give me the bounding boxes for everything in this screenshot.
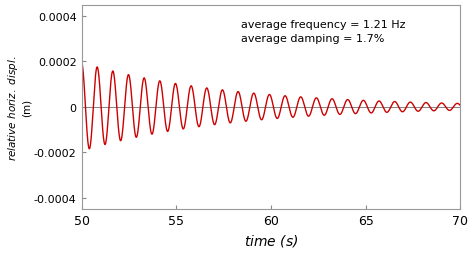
Y-axis label: $\it{relative\ horiz.\ displ.}$
(m): $\it{relative\ horiz.\ displ.}$ (m) [6, 55, 31, 160]
X-axis label: $\it{time}$ (s): $\it{time}$ (s) [244, 232, 298, 248]
Text: average frequency = 1.21 Hz
average damping = 1.7%: average frequency = 1.21 Hz average damp… [241, 20, 405, 44]
